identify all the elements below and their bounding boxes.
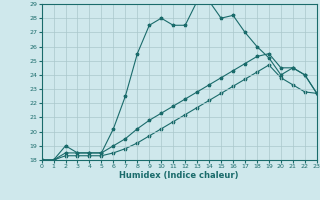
X-axis label: Humidex (Indice chaleur): Humidex (Indice chaleur) xyxy=(119,171,239,180)
